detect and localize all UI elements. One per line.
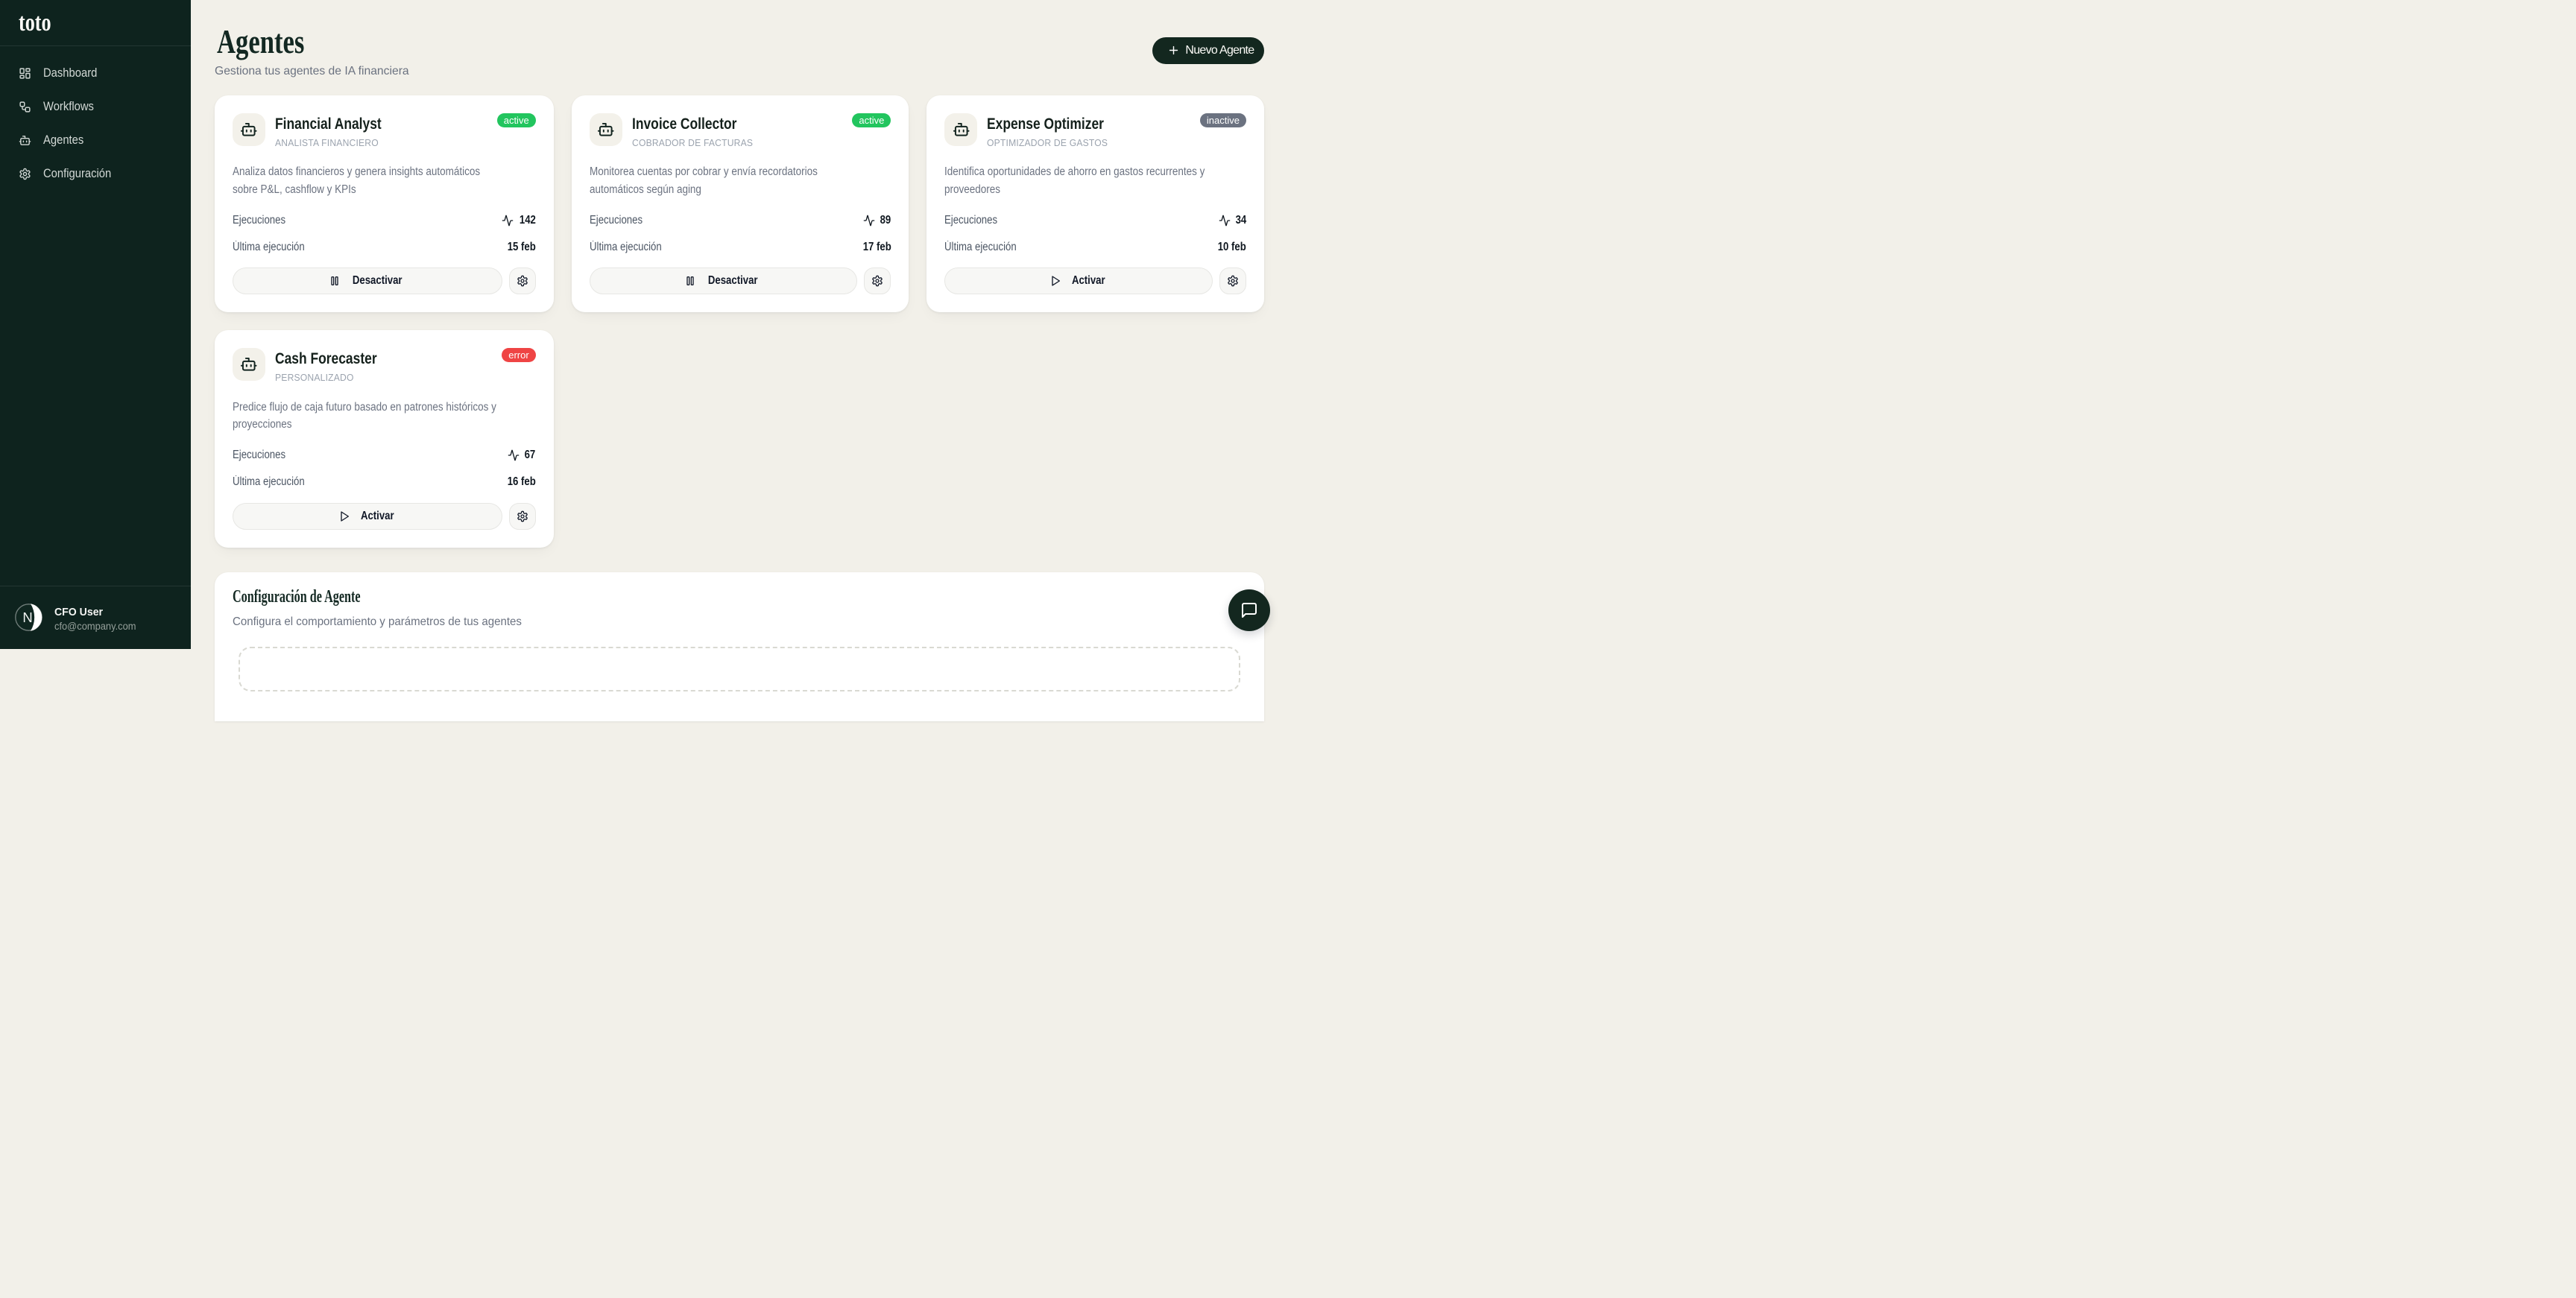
svg-text:N: N [22,610,32,625]
